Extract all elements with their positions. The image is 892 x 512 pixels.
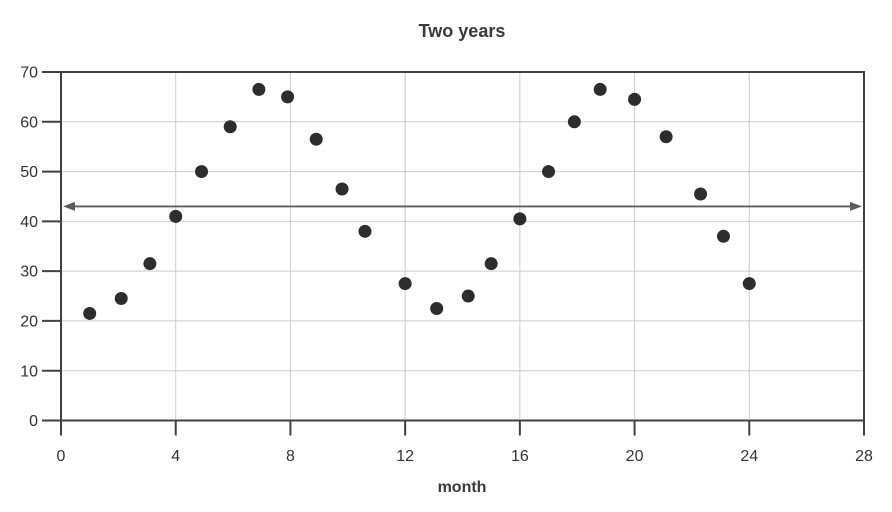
x-tick-label: 8 [286, 448, 295, 465]
data-point [169, 209, 183, 223]
x-tick-label: 4 [171, 448, 180, 465]
y-tick-label: 40 [20, 214, 38, 231]
gridlines-layer [61, 72, 864, 421]
arrowhead-left-icon [63, 201, 75, 211]
x-tick-label: 16 [511, 448, 529, 465]
x-axis-label: month [438, 479, 487, 496]
data-point [223, 120, 237, 134]
data-point [659, 130, 673, 144]
x-tick-label: 12 [396, 448, 414, 465]
data-point [628, 92, 642, 106]
y-tick-label: 70 [20, 65, 38, 82]
data-point [83, 306, 97, 320]
data-point [309, 132, 323, 146]
data-point [593, 82, 607, 96]
y-tick-label: 50 [20, 164, 38, 181]
y-tick-label: 60 [20, 114, 38, 131]
data-point [742, 277, 756, 291]
data-point [461, 289, 475, 303]
data-point [716, 229, 730, 243]
data-point [484, 257, 498, 271]
data-point [513, 212, 527, 226]
y-tick-label: 20 [20, 314, 38, 331]
data-point [143, 257, 157, 271]
data-point [281, 90, 295, 104]
x-tick-label: 20 [626, 448, 644, 465]
data-point [114, 292, 128, 306]
y-tick-label: 30 [20, 264, 38, 281]
data-point [252, 82, 266, 96]
arrowhead-right-icon [850, 201, 862, 211]
data-point [335, 182, 349, 196]
data-point [195, 165, 209, 179]
data-point [542, 165, 556, 179]
chart-title: Two years [419, 21, 506, 41]
data-point [694, 187, 708, 201]
plot-frame-layer [60, 71, 865, 422]
annotation-layer [63, 201, 862, 211]
y-tick-label: 10 [20, 363, 38, 380]
data-point [358, 224, 372, 238]
y-tick-label: 0 [29, 413, 38, 430]
data-point [430, 301, 444, 315]
data-point [398, 277, 412, 291]
plot-border [60, 71, 865, 422]
data-points-layer [83, 82, 756, 320]
x-tick-label: 28 [855, 448, 873, 465]
data-point [567, 115, 581, 129]
ticks-layer: 0 4 8 12 16 20 24 28 0 10 20 30 40 50 60 70 [20, 65, 873, 465]
x-tick-label: 24 [740, 448, 758, 465]
x-tick-label: 0 [57, 448, 66, 465]
